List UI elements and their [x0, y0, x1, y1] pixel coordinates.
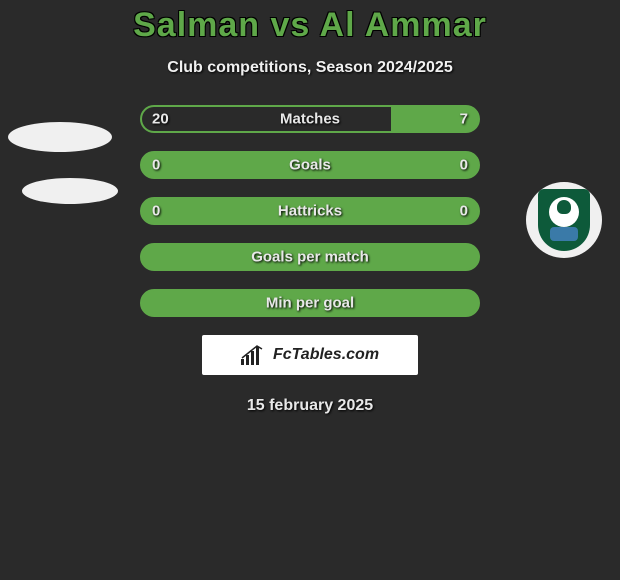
crest-icon	[538, 189, 590, 251]
stat-left-value: 0	[152, 157, 160, 174]
stat-label: Goals per match	[251, 249, 369, 266]
stat-row: Min per goal	[140, 289, 480, 317]
stat-label: Matches	[280, 111, 340, 128]
stat-right-value: 0	[460, 203, 468, 220]
stat-label: Goals	[289, 157, 331, 174]
player1-avatar-placeholder-2	[22, 178, 118, 204]
stat-row: 0 0 Goals	[140, 151, 480, 179]
stat-label: Hattricks	[278, 203, 342, 220]
player2-club-crest	[526, 182, 602, 258]
stat-left-value: 20	[152, 111, 169, 128]
watermark: FcTables.com	[202, 335, 418, 375]
bars-icon	[241, 345, 265, 365]
page-title: Salman vs Al Ammar	[0, 0, 620, 45]
watermark-text: FcTables.com	[273, 346, 379, 364]
stat-row: Goals per match	[140, 243, 480, 271]
stat-right-value: 7	[460, 111, 468, 128]
date: 15 february 2025	[0, 397, 620, 415]
bar-left-fill	[142, 107, 391, 131]
subtitle: Club competitions, Season 2024/2025	[0, 59, 620, 77]
stat-row: 0 0 Hattricks	[140, 197, 480, 225]
comparison-bars: 20 7 Matches 0 0 Goals 0 0 Hattricks Goals per ma…	[140, 105, 480, 317]
stat-label: Min per goal	[266, 295, 354, 312]
stat-right-value: 0	[460, 157, 468, 174]
stat-left-value: 0	[152, 203, 160, 220]
stat-row: 20 7 Matches	[140, 105, 480, 133]
player1-avatar-placeholder-1	[8, 122, 112, 152]
